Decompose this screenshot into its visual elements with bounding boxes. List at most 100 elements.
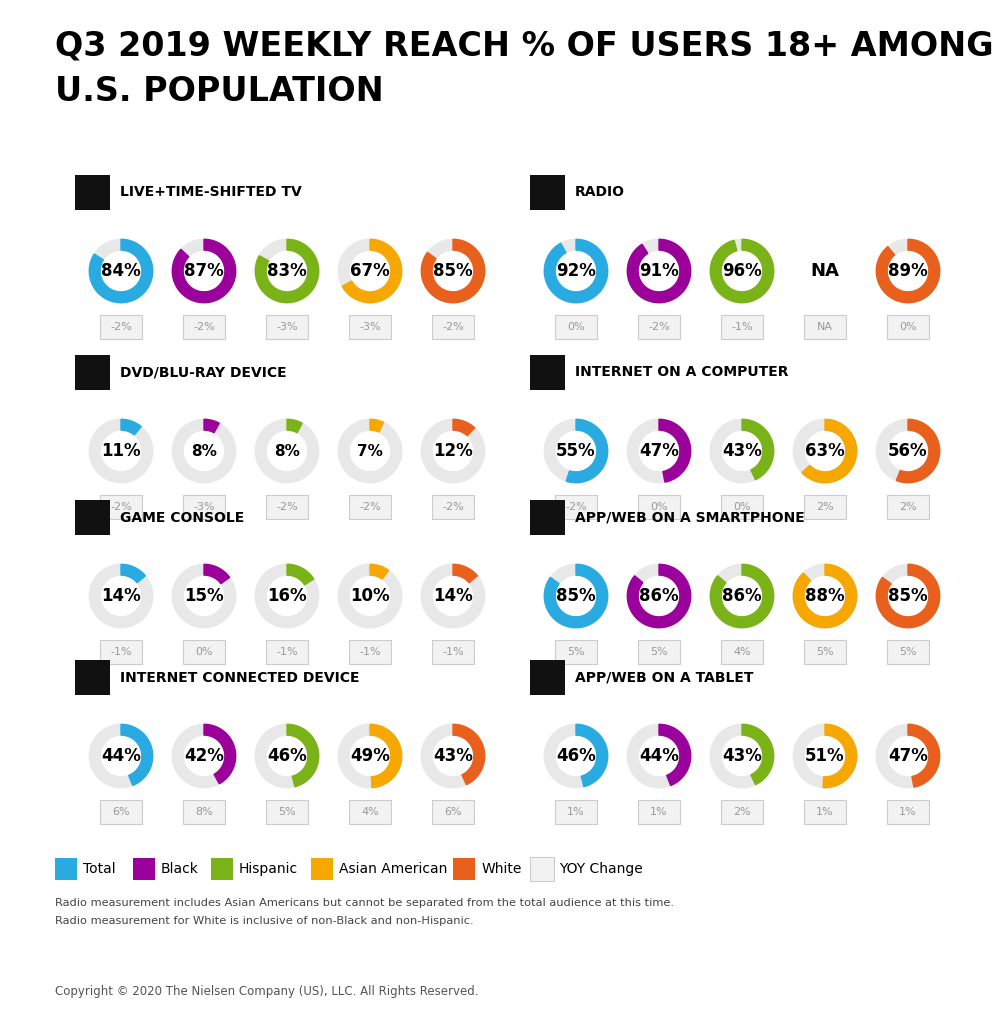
FancyBboxPatch shape: [432, 640, 474, 664]
Polygon shape: [544, 724, 608, 788]
Text: -1%: -1%: [442, 647, 464, 657]
FancyBboxPatch shape: [638, 495, 680, 519]
Text: Black: Black: [161, 862, 199, 876]
Text: 8%: 8%: [191, 444, 217, 458]
FancyBboxPatch shape: [100, 640, 142, 664]
Polygon shape: [255, 724, 319, 788]
Polygon shape: [544, 565, 608, 628]
Text: 6%: 6%: [444, 807, 462, 817]
Text: GAME CONSOLE: GAME CONSOLE: [120, 510, 244, 525]
Text: 86%: 86%: [722, 587, 762, 605]
Text: 46%: 46%: [267, 747, 307, 765]
Text: -2%: -2%: [110, 322, 132, 332]
FancyBboxPatch shape: [266, 495, 308, 519]
Polygon shape: [710, 565, 774, 628]
Polygon shape: [421, 724, 485, 788]
FancyBboxPatch shape: [349, 800, 391, 824]
Polygon shape: [544, 565, 608, 628]
Polygon shape: [793, 419, 857, 483]
Text: 92%: 92%: [556, 262, 596, 280]
Text: -2%: -2%: [193, 322, 215, 332]
Bar: [55, 858, 77, 880]
Polygon shape: [710, 239, 774, 303]
Text: 10%: 10%: [350, 587, 390, 605]
Polygon shape: [876, 239, 940, 303]
Text: 43%: 43%: [722, 442, 762, 460]
Polygon shape: [370, 565, 389, 579]
Polygon shape: [566, 419, 608, 483]
FancyBboxPatch shape: [183, 495, 225, 519]
FancyBboxPatch shape: [721, 315, 763, 339]
FancyBboxPatch shape: [432, 800, 474, 824]
Polygon shape: [172, 724, 236, 788]
Text: 14%: 14%: [433, 587, 473, 605]
Text: -3%: -3%: [193, 502, 215, 512]
Text: 85%: 85%: [556, 587, 596, 605]
Polygon shape: [876, 724, 940, 788]
Text: Radio measurement for White is inclusive of non-Black and non-Hispanic.: Radio measurement for White is inclusive…: [55, 916, 474, 926]
Text: -2%: -2%: [565, 502, 587, 512]
Polygon shape: [823, 724, 857, 788]
FancyBboxPatch shape: [555, 640, 597, 664]
Polygon shape: [802, 419, 857, 483]
FancyBboxPatch shape: [183, 800, 225, 824]
FancyBboxPatch shape: [887, 315, 929, 339]
Text: 85%: 85%: [888, 587, 928, 605]
Polygon shape: [255, 565, 319, 628]
Text: NA: NA: [811, 262, 839, 280]
Text: 2%: 2%: [816, 502, 834, 512]
FancyBboxPatch shape: [183, 640, 225, 664]
Polygon shape: [370, 724, 402, 788]
Polygon shape: [421, 419, 485, 483]
Text: 7%: 7%: [357, 444, 383, 458]
Text: 1%: 1%: [567, 807, 585, 817]
Text: Hispanic: Hispanic: [239, 862, 298, 876]
Polygon shape: [172, 239, 236, 303]
Polygon shape: [287, 724, 319, 787]
FancyBboxPatch shape: [266, 640, 308, 664]
Polygon shape: [172, 419, 236, 483]
Polygon shape: [908, 724, 940, 787]
Text: 8%: 8%: [195, 807, 213, 817]
FancyBboxPatch shape: [887, 495, 929, 519]
Text: Total: Total: [83, 862, 116, 876]
Text: 49%: 49%: [350, 747, 390, 765]
Text: APP/WEB ON A SMARTPHONE: APP/WEB ON A SMARTPHONE: [575, 510, 805, 525]
Text: Copyright © 2020 The Nielsen Company (US), LLC. All Rights Reserved.: Copyright © 2020 The Nielsen Company (US…: [55, 985, 479, 998]
FancyBboxPatch shape: [349, 640, 391, 664]
Text: 0%: 0%: [733, 502, 751, 512]
Text: 5%: 5%: [278, 807, 296, 817]
FancyBboxPatch shape: [100, 495, 142, 519]
FancyBboxPatch shape: [183, 315, 225, 339]
Polygon shape: [544, 239, 608, 303]
Text: INTERNET CONNECTED DEVICE: INTERNET CONNECTED DEVICE: [120, 670, 360, 684]
Text: -3%: -3%: [276, 322, 298, 332]
FancyBboxPatch shape: [100, 800, 142, 824]
FancyBboxPatch shape: [100, 315, 142, 339]
Polygon shape: [453, 724, 485, 785]
Text: -2%: -2%: [442, 322, 464, 332]
Polygon shape: [287, 565, 314, 585]
FancyBboxPatch shape: [432, 495, 474, 519]
Text: 14%: 14%: [101, 587, 141, 605]
Polygon shape: [342, 239, 402, 303]
Polygon shape: [338, 724, 402, 788]
Polygon shape: [659, 419, 691, 482]
Text: 43%: 43%: [722, 747, 762, 765]
Polygon shape: [204, 419, 219, 433]
Text: -2%: -2%: [276, 502, 298, 512]
Polygon shape: [627, 565, 691, 628]
Text: NA: NA: [817, 322, 833, 332]
Text: 83%: 83%: [267, 262, 307, 280]
Polygon shape: [172, 239, 236, 303]
Text: 5%: 5%: [899, 647, 917, 657]
Polygon shape: [121, 419, 141, 435]
Polygon shape: [710, 565, 774, 628]
Text: 43%: 43%: [433, 747, 473, 765]
Polygon shape: [89, 565, 153, 628]
Text: 55%: 55%: [556, 442, 596, 460]
Text: Radio measurement includes Asian Americans but cannot be separated from the tota: Radio measurement includes Asian America…: [55, 898, 674, 908]
Text: 56%: 56%: [888, 442, 928, 460]
Polygon shape: [793, 724, 857, 788]
Text: 86%: 86%: [639, 587, 679, 605]
